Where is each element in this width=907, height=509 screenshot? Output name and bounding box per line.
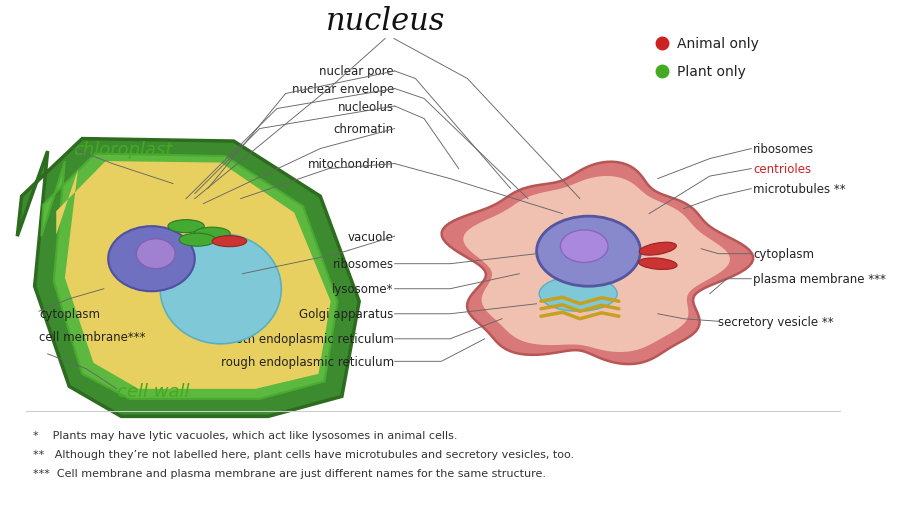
Ellipse shape	[168, 220, 204, 233]
Text: cytoplasm: cytoplasm	[753, 248, 814, 261]
Text: nuclear envelope: nuclear envelope	[291, 83, 394, 96]
Ellipse shape	[639, 259, 677, 270]
Polygon shape	[463, 177, 730, 352]
Text: Plant only: Plant only	[677, 65, 746, 79]
Text: ribosomes: ribosomes	[333, 258, 394, 271]
Text: chromatin: chromatin	[334, 123, 394, 136]
Ellipse shape	[180, 234, 216, 247]
Polygon shape	[56, 162, 331, 389]
Text: nucleolus: nucleolus	[337, 100, 394, 114]
Ellipse shape	[108, 227, 195, 292]
Text: rough endoplasmic reticulum: rough endoplasmic reticulum	[220, 355, 394, 368]
Text: nuclear pore: nuclear pore	[319, 65, 394, 78]
Text: ***  Cell membrane and plasma membrane are just different names for the same str: *** Cell membrane and plasma membrane ar…	[33, 468, 546, 478]
Ellipse shape	[212, 236, 247, 247]
Text: microtubules **: microtubules **	[753, 183, 845, 196]
Text: secretory vesicle **: secretory vesicle **	[718, 315, 834, 328]
Ellipse shape	[539, 277, 617, 312]
Ellipse shape	[194, 228, 230, 241]
Text: chloroplast: chloroplast	[73, 140, 173, 158]
Text: cell wall: cell wall	[117, 383, 190, 401]
Polygon shape	[42, 154, 337, 399]
Text: vacuole: vacuole	[348, 230, 394, 243]
Ellipse shape	[639, 243, 677, 256]
Text: Golgi apparatus: Golgi apparatus	[299, 307, 394, 321]
Text: nucleus: nucleus	[326, 6, 444, 37]
Text: plasma membrane ***: plasma membrane ***	[753, 273, 886, 286]
Text: smooth endoplasmic reticulum: smooth endoplasmic reticulum	[211, 333, 394, 346]
Text: ribosomes: ribosomes	[753, 143, 814, 156]
Text: centrioles: centrioles	[753, 163, 811, 176]
Text: cell membrane***: cell membrane***	[39, 330, 145, 343]
Text: **   Although they’re not labelled here, plant cells have microtubules and secre: ** Although they’re not labelled here, p…	[33, 449, 574, 459]
Ellipse shape	[136, 239, 175, 269]
Ellipse shape	[561, 231, 608, 263]
Text: cytoplasm: cytoplasm	[39, 307, 100, 321]
Text: *    Plants may have lytic vacuoles, which act like lysosomes in animal cells.: * Plants may have lytic vacuoles, which …	[33, 430, 457, 440]
Text: mitochondrion: mitochondrion	[308, 158, 394, 171]
Polygon shape	[442, 162, 753, 364]
Polygon shape	[17, 139, 359, 416]
Ellipse shape	[161, 234, 281, 344]
Text: Animal only: Animal only	[677, 37, 758, 51]
Ellipse shape	[537, 217, 640, 287]
Text: lysosome*: lysosome*	[332, 282, 394, 296]
